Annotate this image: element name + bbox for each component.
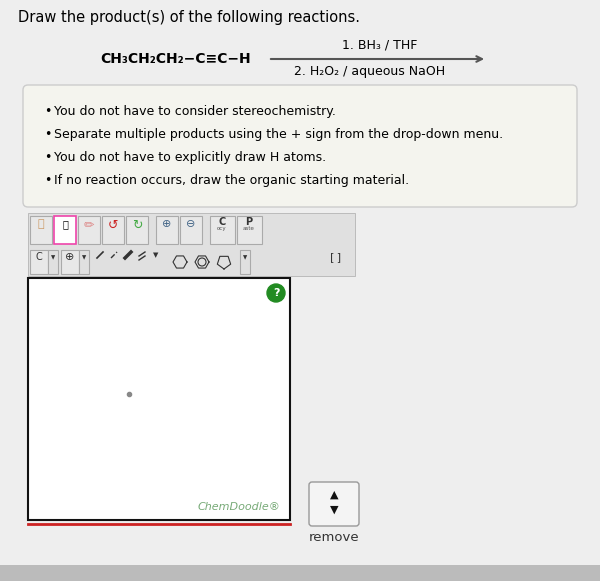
Text: •: • <box>44 105 52 118</box>
Text: ▲: ▲ <box>330 490 338 500</box>
Bar <box>180 216 202 244</box>
Bar <box>28 278 290 520</box>
Text: ✏: ✏ <box>84 219 94 232</box>
FancyBboxPatch shape <box>309 482 359 526</box>
Bar <box>156 216 178 244</box>
Bar <box>210 216 235 244</box>
Bar <box>30 250 48 274</box>
Text: •: • <box>44 128 52 141</box>
Text: You do not have to consider stereochemistry.: You do not have to consider stereochemis… <box>54 105 336 118</box>
Bar <box>240 250 250 274</box>
Circle shape <box>267 284 285 302</box>
Bar <box>61 250 79 274</box>
Text: •: • <box>44 151 52 164</box>
Text: You do not have to explicitly draw H atoms.: You do not have to explicitly draw H ato… <box>54 151 326 164</box>
Text: ⊕: ⊕ <box>65 252 74 262</box>
Text: Separate multiple products using the + sign from the drop-down menu.: Separate multiple products using the + s… <box>54 128 503 141</box>
Text: ▼: ▼ <box>330 505 338 515</box>
Bar <box>54 216 76 244</box>
Bar <box>0 565 600 581</box>
Text: ?: ? <box>273 288 279 298</box>
Text: P: P <box>245 217 253 227</box>
Bar <box>79 250 89 274</box>
FancyBboxPatch shape <box>23 85 577 207</box>
Text: ✋: ✋ <box>38 219 44 229</box>
Text: [ ]: [ ] <box>331 252 341 262</box>
Text: C: C <box>218 217 226 227</box>
Text: ocy: ocy <box>217 226 227 231</box>
Text: ChemDoodle®: ChemDoodle® <box>197 502 280 512</box>
Bar <box>102 216 124 244</box>
Text: ⊖: ⊖ <box>187 219 196 229</box>
Text: 1. BH₃ / THF: 1. BH₃ / THF <box>343 38 418 51</box>
Text: •: • <box>44 174 52 187</box>
Text: Draw the product(s) of the following reactions.: Draw the product(s) of the following rea… <box>18 10 360 25</box>
Text: ↻: ↻ <box>132 219 142 232</box>
Text: aste: aste <box>243 226 255 231</box>
Bar <box>48 250 58 274</box>
Bar <box>28 213 355 276</box>
Text: 2. H₂O₂ / aqueous NaOH: 2. H₂O₂ / aqueous NaOH <box>295 65 446 78</box>
Text: If no reaction occurs, draw the organic starting material.: If no reaction occurs, draw the organic … <box>54 174 409 187</box>
Text: ↺: ↺ <box>108 219 118 232</box>
Text: ▼: ▼ <box>243 255 247 260</box>
Bar <box>126 216 148 244</box>
Text: ▼: ▼ <box>82 255 86 260</box>
Text: ▼: ▼ <box>154 252 158 258</box>
Text: remove: remove <box>308 531 359 544</box>
Text: 🧴: 🧴 <box>62 219 68 229</box>
Text: C: C <box>35 252 43 262</box>
Text: ▼: ▼ <box>51 255 55 260</box>
Bar <box>237 216 262 244</box>
Text: CH₃CH₂CH₂−C≡C−H: CH₃CH₂CH₂−C≡C−H <box>100 52 251 66</box>
Bar <box>30 216 52 244</box>
Bar <box>78 216 100 244</box>
Text: ⊕: ⊕ <box>163 219 172 229</box>
